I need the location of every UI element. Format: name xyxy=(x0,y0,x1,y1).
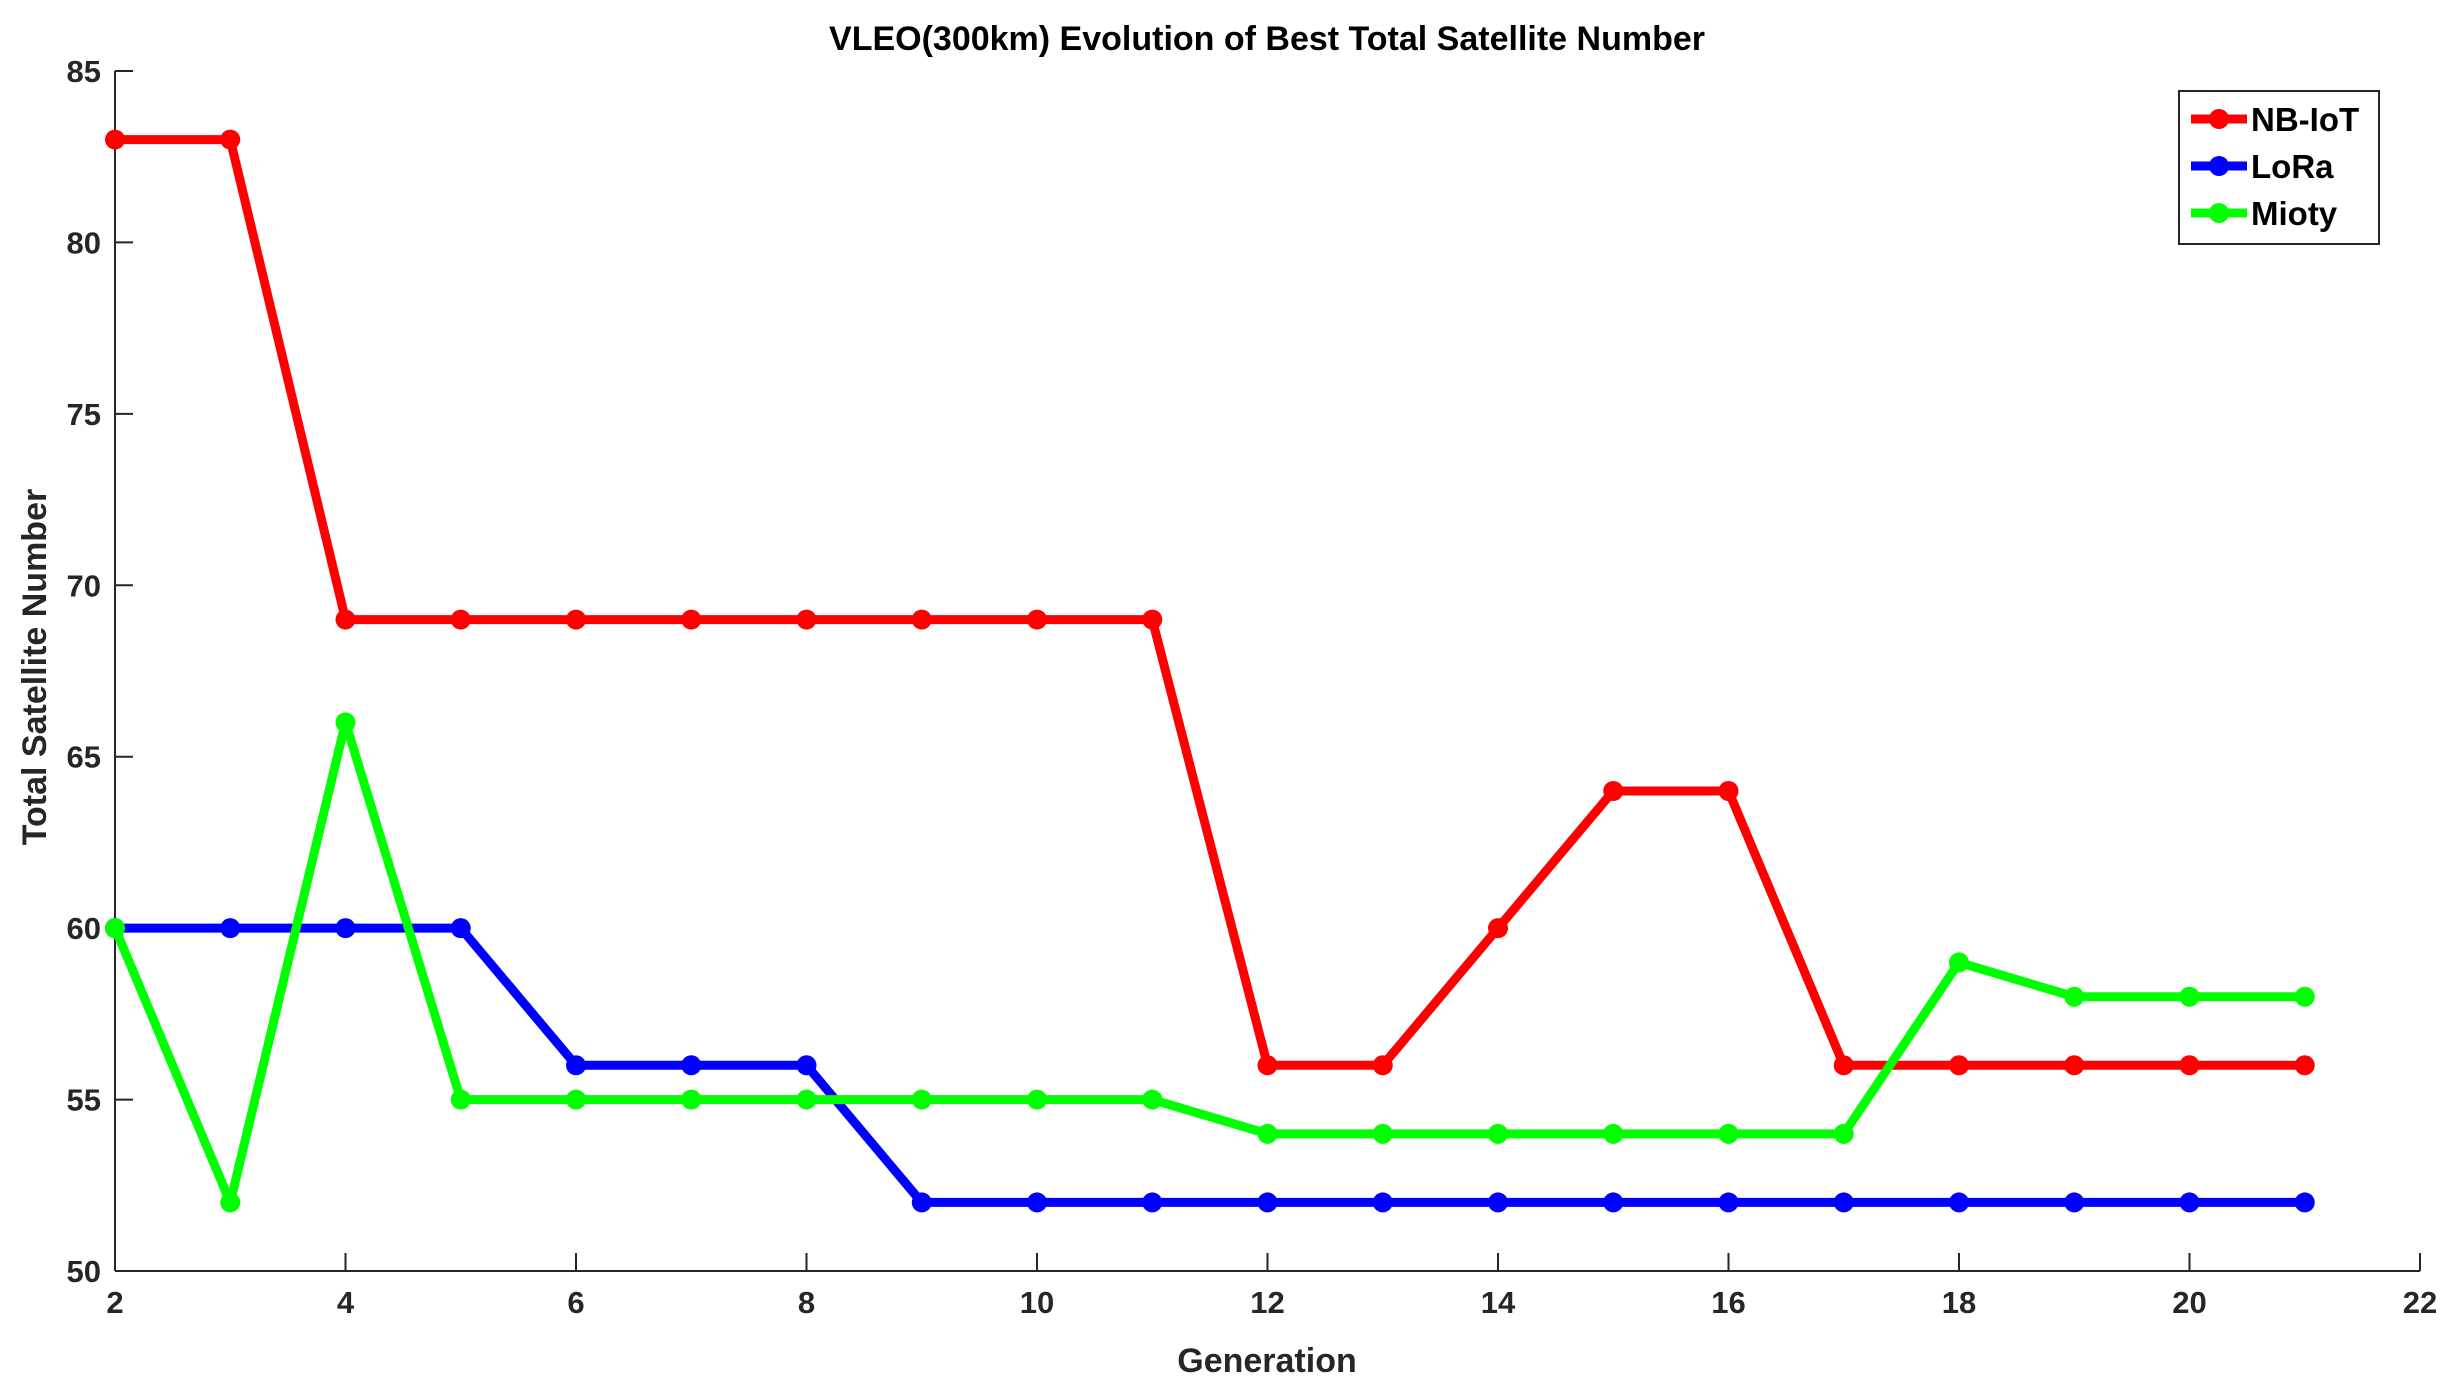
data-point xyxy=(796,1089,817,1110)
y-tick-label: 50 xyxy=(67,1254,101,1289)
data-point xyxy=(796,609,817,630)
data-point xyxy=(1603,781,1624,801)
data-point xyxy=(1833,1123,1854,1144)
data-point xyxy=(335,609,356,630)
x-tick-label: 14 xyxy=(1481,1285,1516,1320)
data-point xyxy=(1488,918,1508,939)
data-point xyxy=(566,1055,586,1076)
data-point xyxy=(911,1192,932,1213)
data-point xyxy=(1833,1192,1854,1213)
data-point xyxy=(1027,1089,1047,1110)
series-line xyxy=(110,923,2310,1207)
data-point xyxy=(1372,1055,1393,1076)
x-tick-label: 16 xyxy=(1711,1285,1745,1320)
y-tick-label: 80 xyxy=(67,225,101,260)
x-tick-label: 12 xyxy=(1250,1285,1284,1320)
series-line xyxy=(110,717,2310,1207)
y-tick-label: 55 xyxy=(67,1083,101,1118)
data-point xyxy=(1027,609,1047,630)
y-tick-label: 75 xyxy=(67,397,101,432)
data-point xyxy=(1142,1089,1163,1110)
data-point xyxy=(450,1089,471,1110)
data-point xyxy=(220,1192,241,1213)
data-point xyxy=(220,129,241,150)
data-point xyxy=(1372,1123,1393,1144)
data-point xyxy=(2294,986,2315,1007)
data-point xyxy=(2064,1055,2085,1076)
y-tick-label: 65 xyxy=(67,740,101,775)
data-point xyxy=(2179,1192,2200,1213)
y-axis-label: Total Satellite Number xyxy=(16,489,54,845)
x-tick-label: 18 xyxy=(1942,1285,1976,1320)
x-tick-label: 4 xyxy=(337,1285,355,1320)
x-tick-label: 22 xyxy=(2403,1285,2437,1320)
data-point xyxy=(1257,1055,1278,1076)
data-point xyxy=(1718,1192,1739,1213)
legend-label: LoRa xyxy=(2251,148,2334,185)
data-point xyxy=(796,1055,817,1076)
data-point xyxy=(1257,1192,1278,1213)
legend-marker xyxy=(2209,156,2229,176)
data-point xyxy=(911,1089,932,1110)
data-point xyxy=(335,712,356,733)
data-point xyxy=(1142,609,1163,630)
data-point xyxy=(450,918,471,939)
data-point xyxy=(220,918,241,939)
data-point xyxy=(1372,1192,1393,1213)
data-point xyxy=(1488,1123,1508,1144)
data-point xyxy=(2294,1055,2315,1076)
data-point xyxy=(1718,781,1739,801)
data-point xyxy=(1718,1123,1739,1144)
data-point xyxy=(1142,1192,1163,1213)
data-point xyxy=(2064,1192,2085,1213)
data-point xyxy=(2179,1055,2200,1076)
legend-label: NB-IoT xyxy=(2251,101,2359,138)
legend-label: Mioty xyxy=(2251,195,2338,232)
legend-marker xyxy=(2209,203,2229,223)
data-point xyxy=(1257,1123,1278,1144)
x-tick-label: 10 xyxy=(1020,1285,1054,1320)
data-point xyxy=(681,609,702,630)
data-point xyxy=(911,609,932,630)
data-point xyxy=(2064,986,2085,1007)
data-point xyxy=(1603,1123,1624,1144)
data-point xyxy=(2179,986,2200,1007)
data-point xyxy=(105,129,125,150)
data-point xyxy=(1603,1192,1624,1213)
data-point xyxy=(450,609,471,630)
data-point xyxy=(1833,1055,1854,1076)
data-point xyxy=(566,609,586,630)
data-point xyxy=(681,1055,702,1076)
x-tick-label: 6 xyxy=(567,1285,584,1320)
legend-marker xyxy=(2209,109,2229,129)
data-point xyxy=(1949,952,1969,973)
x-tick-label: 8 xyxy=(798,1285,815,1320)
data-point xyxy=(1027,1192,1047,1213)
data-point xyxy=(1949,1055,1969,1076)
chart-title: VLEO(300km) Evolution of Best Total Sate… xyxy=(829,20,1705,58)
series-mioty xyxy=(105,712,2315,1213)
data-point xyxy=(566,1089,586,1110)
data-point xyxy=(681,1089,702,1110)
data-point xyxy=(335,918,356,939)
y-tick-label: 70 xyxy=(67,568,101,603)
data-point xyxy=(2294,1192,2315,1213)
data-point xyxy=(1488,1192,1508,1213)
legend-item: Mioty xyxy=(2191,195,2338,232)
legend: NB-IoT LoRa Mioty xyxy=(2178,90,2380,245)
series-line xyxy=(110,135,2310,1070)
data-point xyxy=(105,918,125,939)
x-tick-label: 20 xyxy=(2172,1285,2206,1320)
plot-area: 2 4 6 8 10 12 14 16 18 20 22 50 55 60 65 70 75 80 85 NB-IoT… xyxy=(67,54,2438,1320)
legend-item: NB-IoT xyxy=(2191,101,2359,138)
y-tick-label: 60 xyxy=(67,911,101,946)
y-tick-label: 85 xyxy=(67,54,101,89)
data-point xyxy=(1949,1192,1969,1213)
legend-item: LoRa xyxy=(2191,148,2334,185)
series-nb-iot xyxy=(105,129,2315,1076)
x-axis-label: Generation xyxy=(1177,1342,1356,1380)
x-tick-label: 2 xyxy=(106,1285,123,1320)
